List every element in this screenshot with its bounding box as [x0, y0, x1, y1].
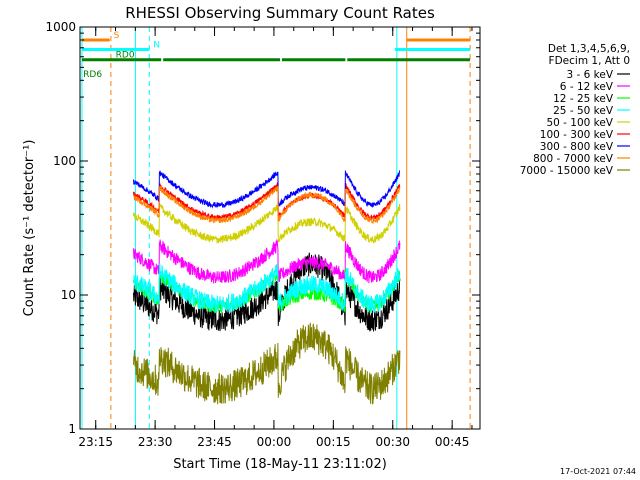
plot-frame	[79, 26, 481, 430]
legend-label: 300 - 800 keV	[540, 141, 614, 153]
series-line-7	[133, 185, 401, 225]
legend-label: 100 - 300 keV	[540, 129, 614, 141]
legend: Det 1,3,4,5,6,9,FDecim 1, Att 0 3 - 6 keV…	[520, 43, 630, 177]
chart-title: RHESSI Observing Summary Count Rates	[125, 4, 435, 22]
x-tick-label: 23:45	[197, 435, 232, 449]
legend-label: 800 - 7000 keV	[533, 153, 614, 165]
legend-header: FDecim 1, Att 0	[549, 55, 630, 67]
footer-timestamp: 17-Oct-2021 07:44	[560, 467, 636, 476]
legend-header: Det 1,3,4,5,6,9,	[548, 43, 630, 55]
legend-label: 7000 - 15000 keV	[520, 165, 614, 177]
legend-label: 3 - 6 keV	[566, 69, 613, 81]
y-tick-label: 1000	[45, 20, 76, 34]
y-tick-label: 10	[61, 288, 76, 302]
x-tick-label: 00:00	[257, 435, 292, 449]
x-tick-label: 23:15	[78, 435, 113, 449]
series-line-4	[133, 202, 401, 245]
y-axis-label: Count Rate (s⁻¹ detector⁻¹)	[22, 140, 37, 317]
series-line-6	[133, 169, 401, 209]
series-line-8	[133, 322, 401, 405]
x-axis-label: Start Time (18-May-11 23:11:02)	[173, 457, 387, 472]
x-tick-label: 00:30	[375, 435, 410, 449]
flag-label-s: S	[114, 31, 120, 41]
plot-area: S N RD0 RD6 1 10 100 1000 23:15 23:30 23:45 00:00 00…	[45, 20, 481, 449]
flag-label-rd0: RD0	[116, 51, 135, 61]
y-tick-label: 1	[68, 422, 76, 436]
x-tick-label: 00:45	[435, 435, 470, 449]
series-line-3	[133, 263, 401, 313]
flag-label-n: N	[153, 40, 160, 50]
flag-label-rd6: RD6	[83, 70, 102, 80]
y-tick-label: 100	[53, 154, 76, 168]
legend-label: 6 - 12 keV	[560, 81, 614, 93]
x-tick-label: 23:30	[138, 435, 173, 449]
legend-label: 25 - 50 keV	[553, 105, 614, 117]
series-line-0	[133, 252, 401, 332]
series-line-1	[133, 238, 401, 284]
legend-label: 50 - 100 keV	[546, 117, 613, 129]
x-tick-label: 00:15	[316, 435, 351, 449]
legend-label: 12 - 25 keV	[553, 93, 614, 105]
